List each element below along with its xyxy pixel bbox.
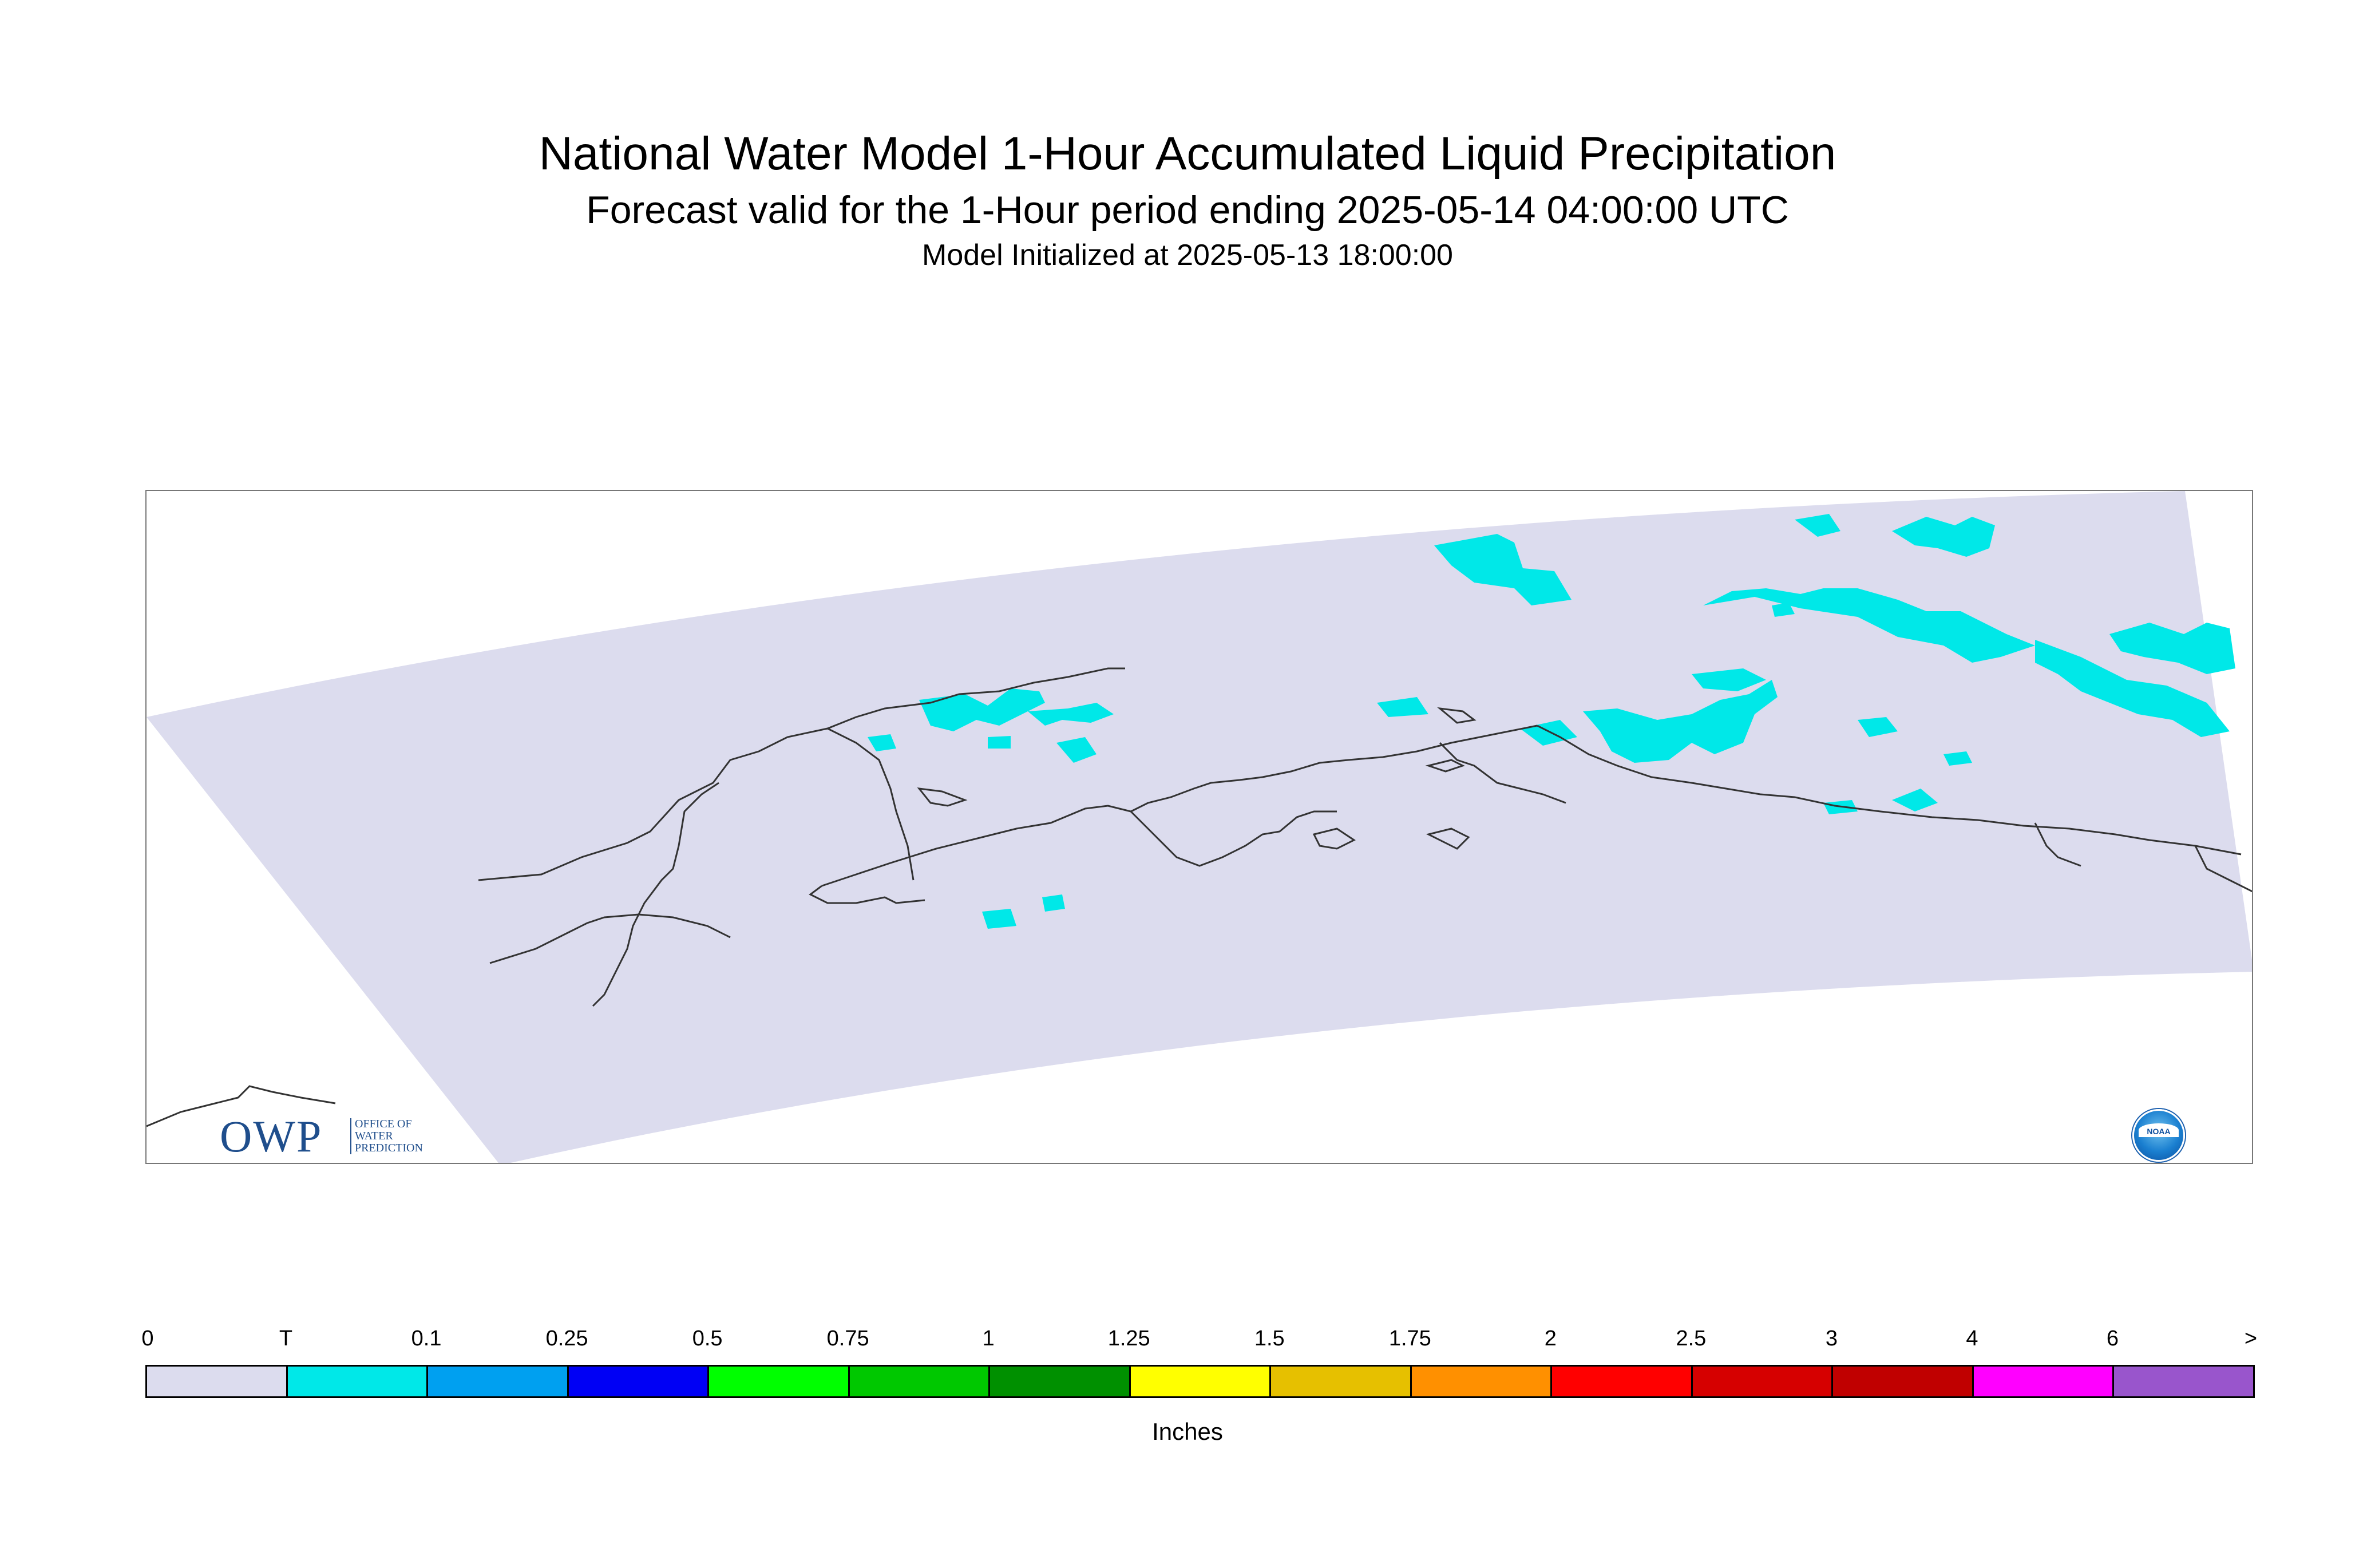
legend-units-label: Inches: [1152, 1418, 1223, 1445]
noaa-bird-icon: [2139, 1123, 2179, 1137]
legend-swatch: [567, 1365, 710, 1398]
legend-swatch: [1550, 1365, 1693, 1398]
legend-swatch: [1269, 1365, 1412, 1398]
precip-area: [1772, 603, 1795, 617]
precip-area: [1042, 894, 1065, 912]
precip-area: [2109, 623, 2235, 674]
legend-swatch: [1972, 1365, 2115, 1398]
legend-tick-label: 1.5: [1254, 1327, 1285, 1351]
coastline: [1426, 827, 1470, 850]
precip-area: [2035, 640, 2230, 737]
coastline: [1439, 742, 1566, 804]
map-canvas: [147, 491, 2252, 1163]
precip-area: [1056, 737, 1097, 763]
legend-swatch: [426, 1365, 569, 1398]
owp-logo-line: WATER: [355, 1130, 393, 1142]
legend-tick-label: 1.25: [1107, 1327, 1150, 1351]
legend-tick-label: 6: [2106, 1327, 2119, 1351]
coastline: [1425, 759, 1465, 773]
forecast-valid-subtitle: Forecast valid for the 1-Hour period end…: [586, 188, 1789, 232]
precip-area: [919, 688, 1045, 731]
legend-swatch: [1691, 1365, 1834, 1398]
legend-swatch: [1129, 1365, 1272, 1398]
precipitation-map: OWP OFFICE OF WATER PREDICTION NOAA: [145, 490, 2253, 1164]
coastline: [1130, 810, 1337, 867]
coastline: [478, 667, 1125, 881]
model-initialized-text: Model Initialized at 2025-05-13 18:00:00: [922, 239, 1453, 272]
legend-tick-label: 0.75: [826, 1327, 869, 1351]
coastline: [1537, 724, 2242, 856]
coastline: [592, 782, 719, 1007]
legend-swatch: [1410, 1365, 1553, 1398]
model-domain-area: [147, 491, 2252, 1163]
coastline: [2034, 822, 2081, 867]
coastline: [147, 1085, 336, 1127]
coastline: [1312, 827, 1356, 850]
legend-tick-label: 2.5: [1676, 1327, 1707, 1351]
owp-logo-text: OFFICE OF WATER PREDICTION: [350, 1118, 423, 1154]
precip-area: [988, 736, 1011, 749]
precip-area: [1583, 680, 1778, 763]
precip-area: [1692, 668, 1766, 691]
legend-tick-label: 0.5: [692, 1327, 723, 1351]
legend-swatch: [848, 1365, 991, 1398]
precip-area: [982, 909, 1016, 929]
owp-logo-mark: OWP: [220, 1111, 323, 1161]
legend-tick-label: T: [279, 1327, 293, 1351]
legend-swatch: [286, 1365, 429, 1398]
legend-tick-label: 0.1: [411, 1327, 442, 1351]
precip-area: [868, 734, 896, 751]
legend-swatch: [988, 1365, 1131, 1398]
color-legend: [145, 1365, 2255, 1398]
legend-tick-label: 2: [1544, 1327, 1557, 1351]
precip-area: [1028, 703, 1114, 726]
legend-tick-label: 1.75: [1388, 1327, 1431, 1351]
precip-area: [1377, 697, 1428, 717]
legend-tick-label: 0: [141, 1327, 154, 1351]
noaa-logo: NOAA: [2132, 1109, 2185, 1162]
legend-tick-label: >: [2244, 1327, 2258, 1351]
legend-swatch: [145, 1365, 288, 1398]
legend-tick-label: 3: [1825, 1327, 1838, 1351]
coastline: [1437, 707, 1477, 724]
precip-area: [1892, 789, 1938, 811]
coastline: [2194, 845, 2252, 893]
legend-tick-label: 1: [982, 1327, 995, 1351]
owp-logo-line: PREDICTION: [355, 1142, 423, 1154]
coastline-outlines: [147, 667, 2252, 1127]
noaa-logo-text: NOAA: [2147, 1127, 2171, 1136]
legend-tick-label: 0.25: [545, 1327, 588, 1351]
trace-precipitation-areas: [868, 514, 2235, 929]
legend-swatch: [707, 1365, 850, 1398]
precip-area: [1703, 588, 2035, 663]
precip-area: [1892, 517, 1995, 557]
coastline: [821, 724, 1538, 887]
legend-swatch: [2112, 1365, 2255, 1398]
coastline: [827, 727, 915, 881]
owp-logo-line: OFFICE OF: [355, 1118, 412, 1130]
precip-area: [1434, 534, 1572, 605]
coastline: [489, 913, 731, 964]
precip-area: [1858, 717, 1898, 737]
precip-area: [1943, 751, 1972, 766]
precip-area: [1795, 514, 1840, 537]
coastline: [917, 787, 968, 807]
legend-swatch: [1831, 1365, 1974, 1398]
legend-tick-label: 4: [1966, 1327, 1978, 1351]
map-title: National Water Model 1-Hour Accumulated …: [539, 128, 1836, 180]
coastline: [809, 885, 925, 904]
